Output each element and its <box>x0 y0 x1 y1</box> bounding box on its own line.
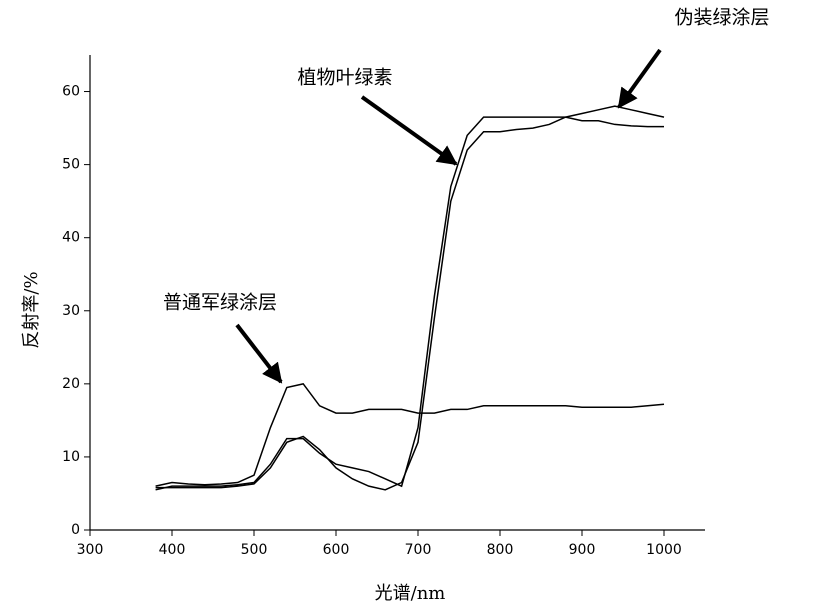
y-tick-label: 30 <box>62 303 80 319</box>
annotation-arrow <box>235 323 283 384</box>
annotation-arrow <box>617 48 662 109</box>
x-tick-label: 300 <box>77 542 104 558</box>
annotation: 植物叶绿素 <box>297 67 392 89</box>
series-line <box>155 383 665 487</box>
x-tick-label: 400 <box>159 542 186 558</box>
y-tick-label: 10 <box>62 449 80 465</box>
y-tick-label: 0 <box>71 522 80 538</box>
x-tick-label: 1000 <box>646 542 682 558</box>
y-axis-label: 反射率/% <box>21 271 42 348</box>
series-line <box>155 105 665 491</box>
x-tick-label: 500 <box>241 542 268 558</box>
annotation: 普通军绿涂层 <box>163 292 277 314</box>
x-tick-label: 900 <box>569 542 596 558</box>
y-tick-label: 20 <box>62 376 80 392</box>
series-line <box>155 116 664 491</box>
y-tick-label: 60 <box>62 84 80 100</box>
y-tick-label: 50 <box>62 157 80 173</box>
annotation: 伪装绿涂层 <box>674 7 769 29</box>
annotation-arrow <box>360 95 458 166</box>
x-tick-label: 600 <box>323 542 350 558</box>
y-tick-label: 40 <box>62 230 80 246</box>
x-tick-label: 800 <box>487 542 514 558</box>
x-axis-label: 光谱/nm <box>375 583 446 604</box>
x-tick-label: 700 <box>405 542 432 558</box>
